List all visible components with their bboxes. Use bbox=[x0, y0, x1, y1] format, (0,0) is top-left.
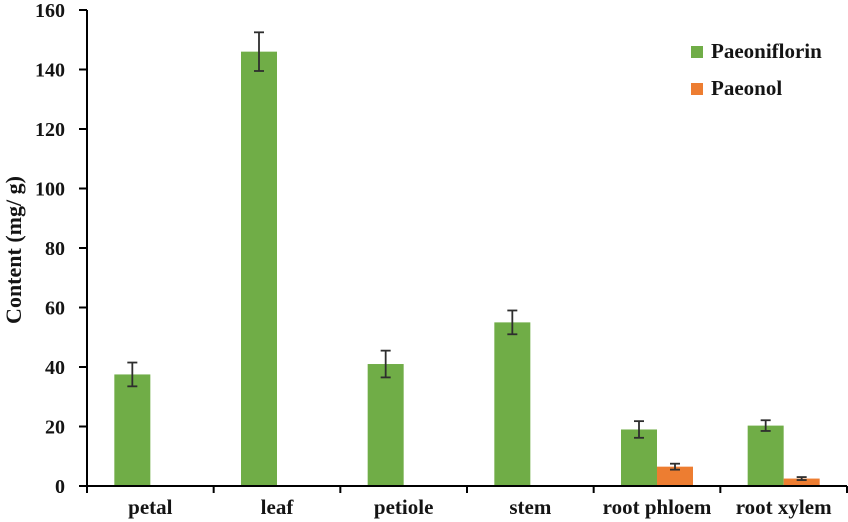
y-tick-label: 120 bbox=[35, 119, 65, 141]
y-tick-label: 20 bbox=[45, 417, 65, 439]
axis-labels-layer: 0 20 40 60 80 100 120 140 160 petal leaf petiole ste… bbox=[35, 0, 832, 519]
y-tick-label: 140 bbox=[35, 60, 65, 82]
error-bar-paeoniflorin-leaf bbox=[254, 31, 264, 72]
error-bar-paeoniflorin-petiole bbox=[380, 349, 391, 379]
bars-layer bbox=[114, 51, 820, 487]
error-bar-paeoniflorin-root-phloem bbox=[634, 420, 644, 439]
legend-item-paeonol: Paeonol bbox=[691, 78, 822, 99]
error-bar-paeoniflorin-stem bbox=[507, 309, 518, 336]
legend-swatch-orange-icon bbox=[691, 82, 703, 95]
bar-paeonol-root-phloem bbox=[657, 466, 693, 486]
legend-swatch-green-icon bbox=[691, 45, 703, 58]
y-tick-label: 80 bbox=[45, 238, 65, 260]
bar-paeoniflorin-petal bbox=[114, 374, 151, 486]
x-category-label: petal bbox=[128, 495, 172, 519]
bar-paeoniflorin-stem bbox=[494, 322, 531, 486]
bar-paeonol-root-xylem bbox=[783, 478, 820, 486]
error-bar-paeonol-root-phloem bbox=[670, 462, 680, 471]
bar-paeoniflorin-root-xylem bbox=[747, 425, 784, 486]
legend: Paeoniflorin Paeonol bbox=[691, 41, 822, 99]
error-bar-paeonol-root-xylem bbox=[796, 476, 807, 481]
x-category-label: root phloem bbox=[603, 495, 712, 519]
bar-paeoniflorin-leaf bbox=[241, 51, 277, 487]
y-tick-label: 60 bbox=[45, 298, 65, 320]
y-tick-label: 100 bbox=[35, 179, 65, 201]
error-bars-layer bbox=[127, 31, 807, 481]
y-axis-title: Content (mg/ g) bbox=[1, 176, 26, 324]
x-category-label: petiole bbox=[374, 495, 433, 519]
axes-layer bbox=[79, 9, 848, 493]
legend-label-paeonol: Paeonol bbox=[711, 76, 783, 100]
legend-item-paeoniflorin: Paeoniflorin bbox=[691, 41, 822, 62]
error-bar-paeoniflorin-root-xylem bbox=[760, 419, 771, 432]
legend-label-paeoniflorin: Paeoniflorin bbox=[711, 39, 822, 63]
error-bar-paeoniflorin-petal bbox=[127, 361, 138, 388]
y-tick-label: 40 bbox=[45, 357, 65, 379]
y-tick-label: 0 bbox=[55, 476, 65, 498]
x-category-label: leaf bbox=[261, 495, 295, 519]
bar-paeoniflorin-root-phloem bbox=[621, 429, 657, 486]
x-category-label: stem bbox=[509, 495, 551, 519]
bar-paeoniflorin-petiole bbox=[367, 364, 404, 486]
x-category-label: root xylem bbox=[736, 495, 832, 519]
y-tick-label: 160 bbox=[35, 0, 65, 22]
